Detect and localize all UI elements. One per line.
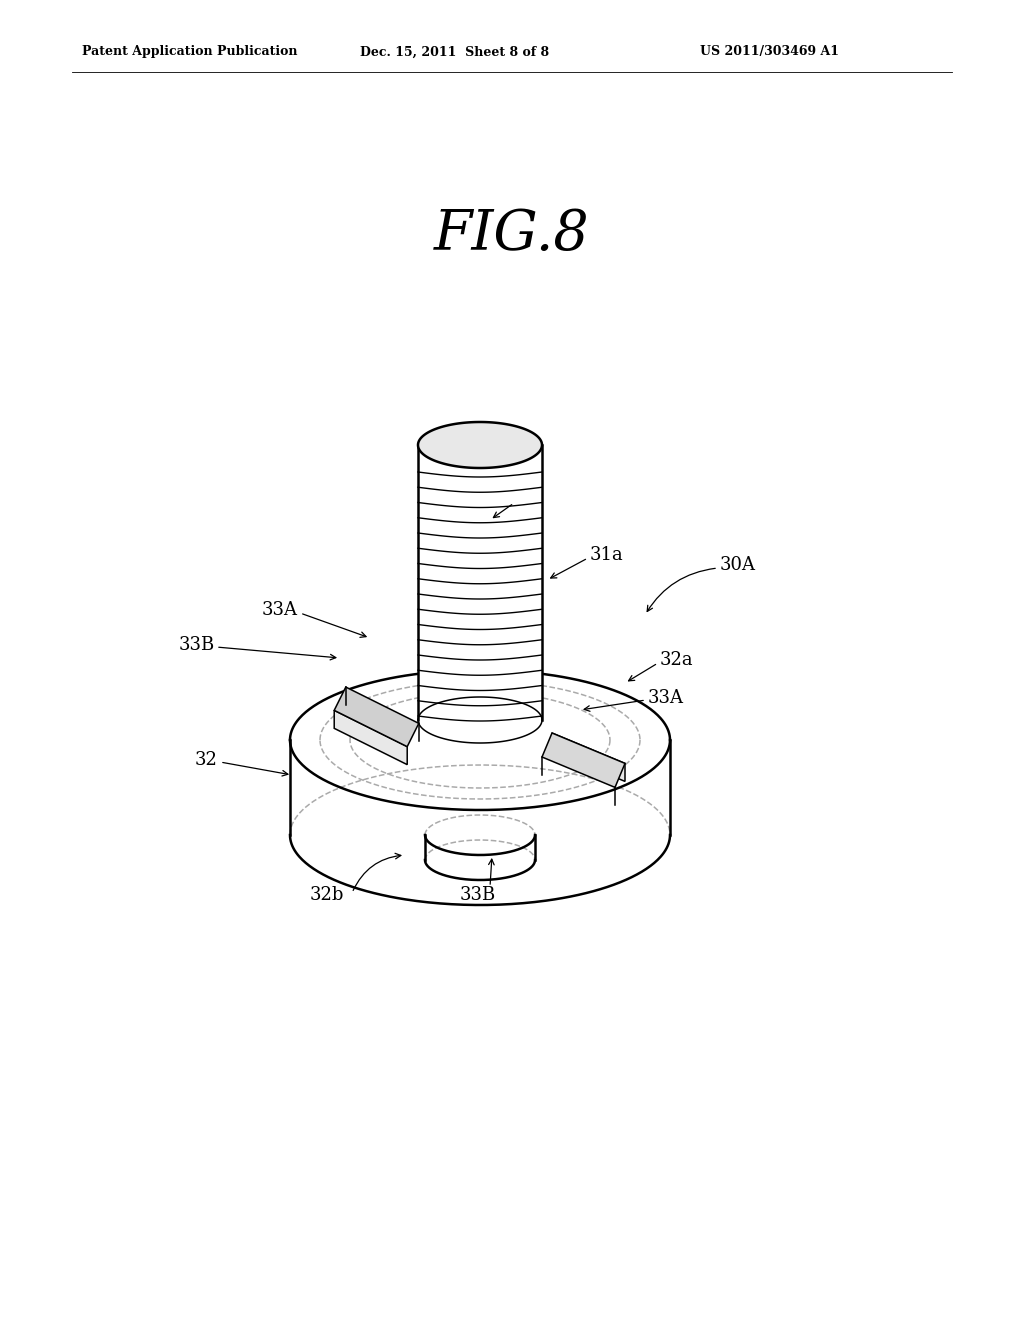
- Text: 32b: 32b: [310, 886, 344, 904]
- Polygon shape: [552, 733, 625, 781]
- Text: 33A: 33A: [648, 689, 684, 708]
- Polygon shape: [334, 686, 419, 747]
- Text: Patent Application Publication: Patent Application Publication: [82, 45, 298, 58]
- Text: 31a: 31a: [590, 546, 624, 564]
- Polygon shape: [418, 445, 542, 719]
- Text: 33B: 33B: [460, 886, 496, 904]
- Polygon shape: [334, 710, 408, 764]
- Text: 32a: 32a: [660, 651, 693, 669]
- Polygon shape: [290, 741, 670, 836]
- Text: US 2011/303469 A1: US 2011/303469 A1: [700, 45, 839, 58]
- Text: Dec. 15, 2011  Sheet 8 of 8: Dec. 15, 2011 Sheet 8 of 8: [360, 45, 549, 58]
- Text: 33B: 33B: [179, 636, 215, 653]
- Polygon shape: [542, 733, 625, 788]
- Text: 30A: 30A: [720, 556, 756, 574]
- Polygon shape: [418, 422, 542, 469]
- Text: FIG.8: FIG.8: [434, 207, 590, 263]
- Text: 32: 32: [196, 751, 218, 770]
- Text: 31: 31: [516, 491, 539, 510]
- Text: 33A: 33A: [262, 601, 298, 619]
